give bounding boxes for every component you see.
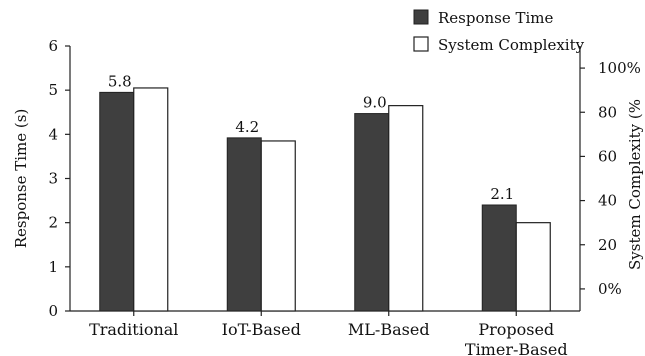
legend-swatch-response-time (413, 9, 429, 25)
right-tick-label: 100% (598, 59, 641, 77)
bar-system-complexity (133, 87, 169, 312)
bars (99, 87, 551, 312)
bar-system-complexity (260, 140, 296, 312)
bar-response-time (99, 91, 135, 312)
bar-response-time (481, 204, 517, 312)
data-labels: 5.8 4.2 9.0 2.1 (108, 72, 514, 203)
left-tick-label: 6 (48, 37, 58, 55)
bar-system-complexity (515, 222, 551, 312)
right-tick-label: 80 (598, 103, 617, 121)
right-tick-label: 0% (598, 280, 622, 298)
bar-system-complexity (388, 105, 424, 312)
bar-response-time (354, 113, 390, 312)
right-tick-label: 60 (598, 147, 617, 165)
left-tick-label: 2 (48, 214, 58, 232)
right-tick-label: 20 (598, 236, 617, 254)
y-axis-title: Response Time (s) (12, 109, 30, 249)
left-tick-label: 3 (48, 170, 58, 188)
data-label: 5.8 (108, 72, 132, 90)
data-label: 9.0 (363, 94, 387, 112)
left-tick-label: 1 (48, 258, 58, 276)
data-label: 2.1 (490, 185, 514, 203)
bar-response-time (226, 137, 262, 312)
left-tick-label: 4 (48, 125, 58, 143)
left-tick-label: 0 (48, 302, 58, 320)
axes: 0 1 2 3 4 5 6 0% 20 40 60 80 100% Response Time (s) Sy… (12, 37, 644, 356)
x-category-label: IoT-Based (222, 320, 301, 339)
x-category-label: Proposed (478, 320, 554, 339)
legend: Response Time System Complexity (413, 9, 585, 54)
right-tick-label: 40 (598, 192, 617, 210)
legend-label-response-time: Response Time (438, 9, 554, 27)
x-category-label: ML-Based (348, 320, 430, 339)
x-category-label: Timer-Based (465, 340, 568, 356)
y2-axis-title: System Complexity (% (626, 99, 644, 270)
data-label: 4.2 (235, 118, 259, 136)
legend-label-system-complexity: System Complexity (438, 36, 585, 54)
x-category-label: Traditional (89, 320, 178, 339)
legend-swatch-system-complexity (413, 36, 429, 52)
left-tick-label: 5 (48, 81, 58, 99)
